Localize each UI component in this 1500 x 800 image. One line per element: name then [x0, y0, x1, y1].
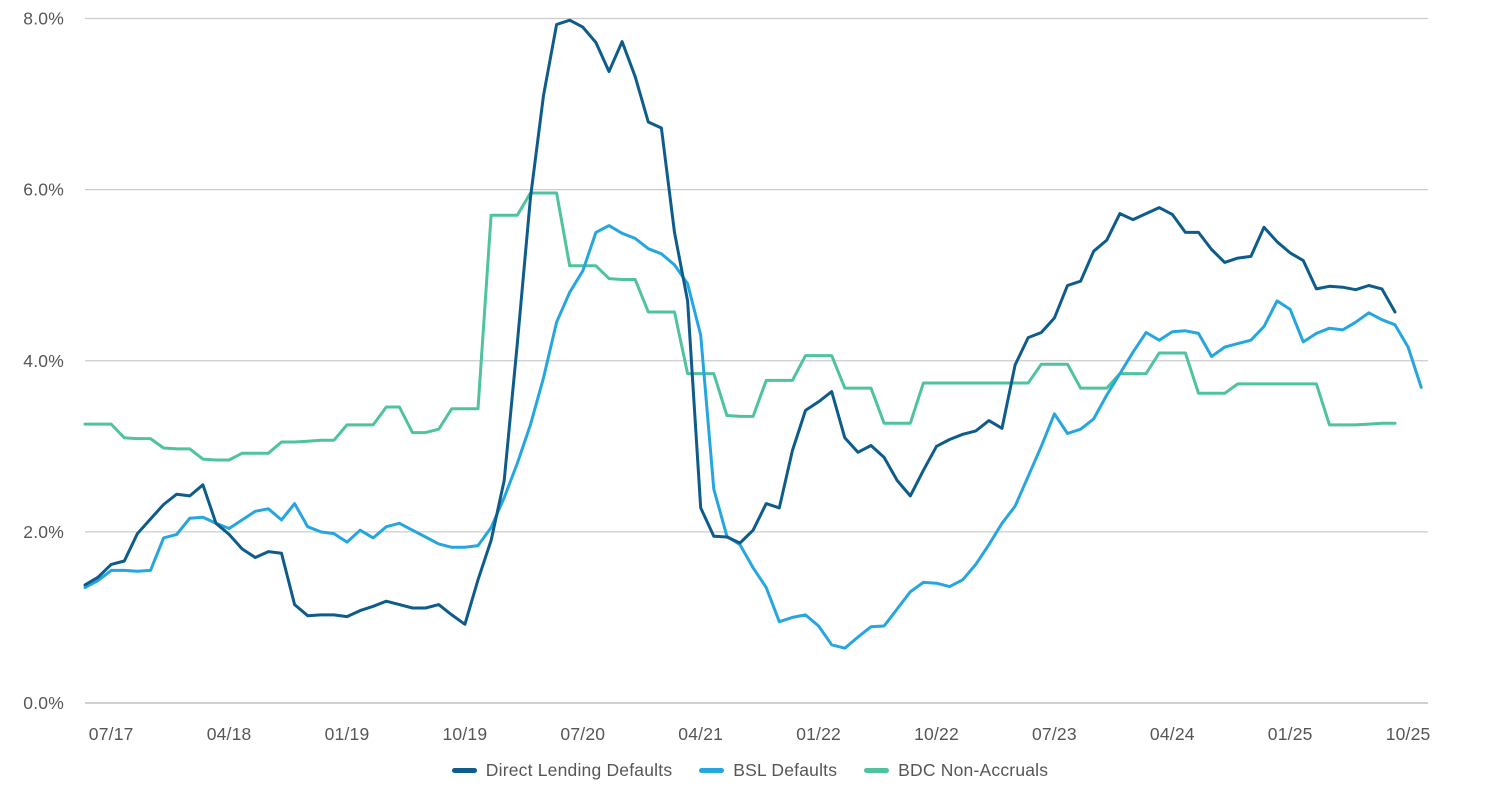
x-axis-label-04-21: 04/21 — [678, 724, 723, 744]
chart-legend: Direct Lending Defaults BSL Defaults BDC N… — [0, 754, 1500, 786]
y-axis-label-4.0%: 4.0% — [23, 351, 64, 371]
legend-swatch-direct-lending-defaults — [451, 767, 477, 773]
x-axis-label-10-22: 10/22 — [914, 724, 959, 744]
legend-item-direct-lending-defaults: Direct Lending Defaults — [451, 759, 673, 781]
legend-item-bdc-non-accruals: BDC Non-Accruals — [864, 760, 1048, 781]
y-axis-label-0.0%: 0.0% — [23, 693, 64, 713]
x-axis-label-04-18: 04/18 — [207, 724, 252, 744]
x-axis-label-07-23: 07/23 — [1032, 724, 1077, 744]
legend-label-bsl-defaults: BSL Defaults — [733, 759, 838, 780]
x-axis-label-01-22: 01/22 — [796, 724, 841, 744]
x-axis-label-10-25: 10/25 — [1386, 724, 1431, 744]
x-axis-label-07-20: 07/20 — [560, 724, 605, 744]
x-axis-label-07-17: 07/17 — [89, 724, 134, 744]
x-axis-label-01-25: 01/25 — [1268, 724, 1313, 744]
series-line-bdc-non-accruals — [83, 191, 1397, 462]
series-line-bsl-defaults — [83, 224, 1423, 650]
y-axis-label-8.0%: 8.0% — [23, 9, 64, 29]
legend-swatch-bdc-non-accruals — [864, 767, 890, 773]
series-line-direct-lending-defaults — [83, 18, 1397, 626]
legend-item-bsl-defaults: BSL Defaults — [699, 760, 837, 781]
x-axis-label-01-19: 01/19 — [325, 724, 370, 744]
y-axis-label-6.0%: 6.0% — [23, 180, 64, 200]
legend-swatch-bsl-defaults — [699, 767, 725, 773]
legend-label-bdc-non-accruals: BDC Non-Accruals — [898, 759, 1049, 780]
y-axis-label-2.0%: 2.0% — [23, 522, 64, 542]
x-axis-label-04-24: 04/24 — [1150, 724, 1195, 744]
legend-label-direct-lending-defaults: Direct Lending Defaults — [485, 759, 673, 780]
x-axis-label-10-19: 10/19 — [443, 724, 488, 744]
